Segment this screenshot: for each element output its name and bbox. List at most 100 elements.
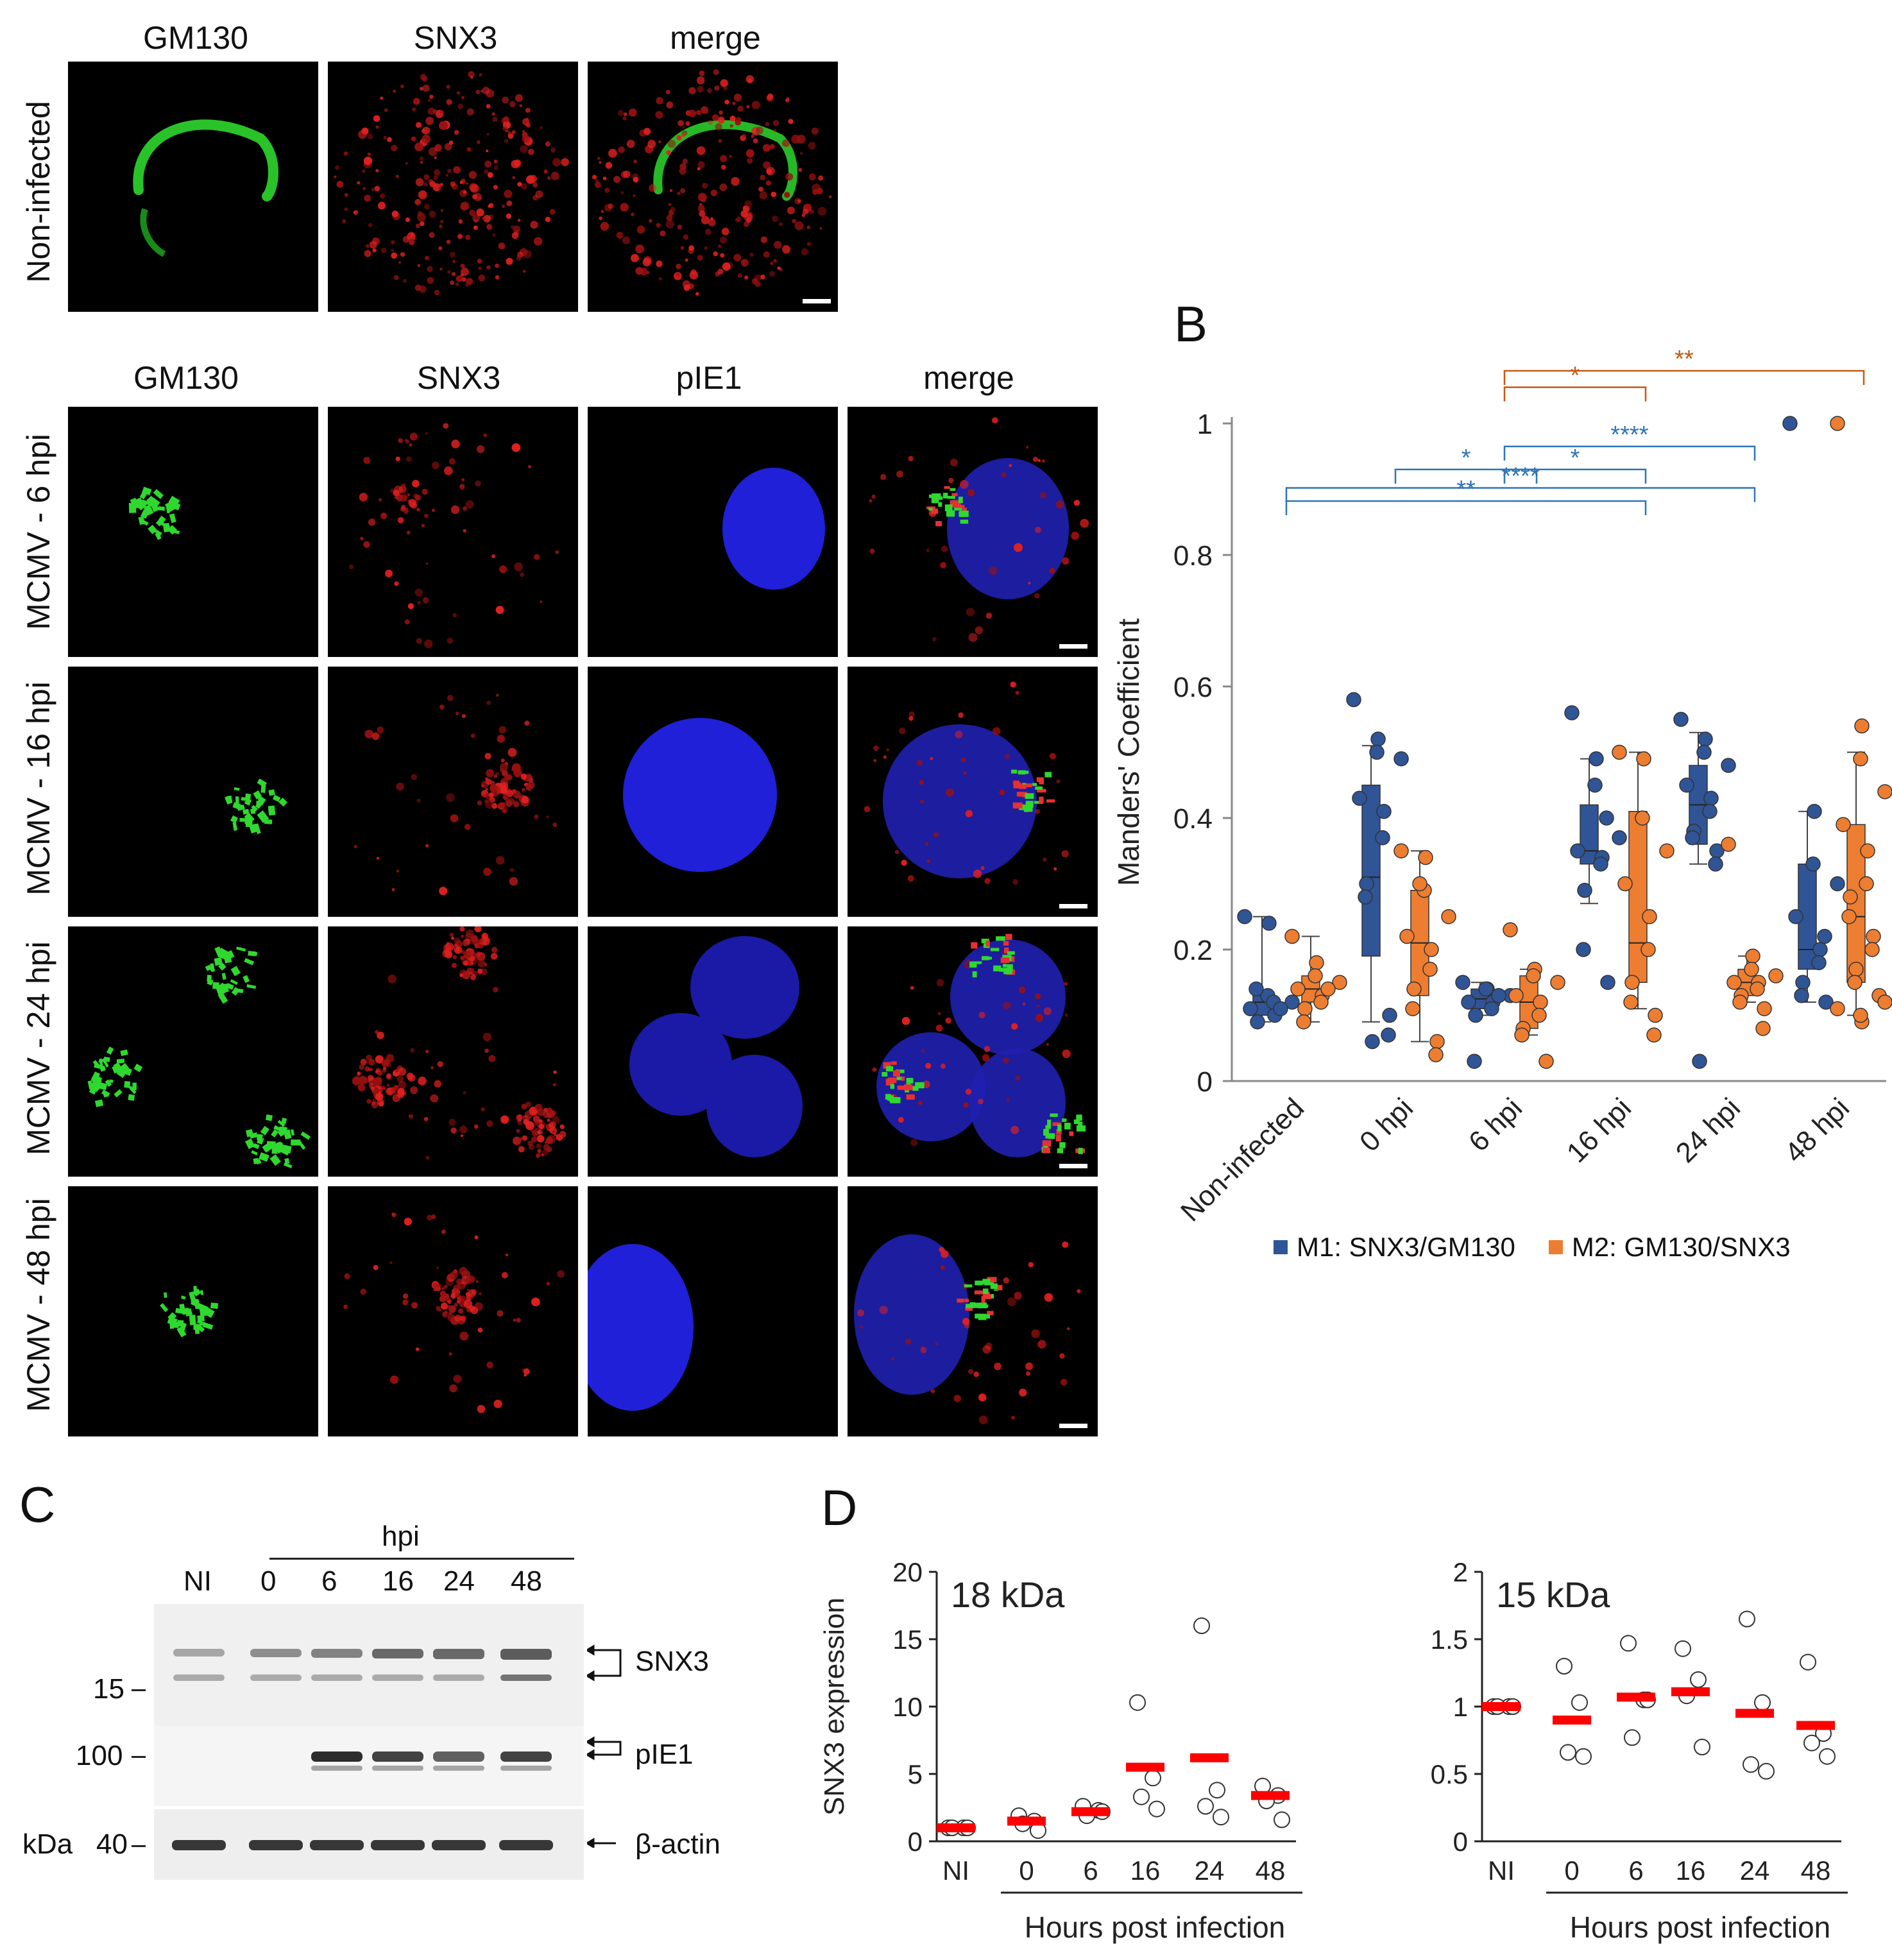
data-point xyxy=(1197,1798,1214,1815)
mean-bar xyxy=(1553,1716,1591,1725)
data-point xyxy=(1526,968,1541,984)
data-point xyxy=(1703,790,1719,806)
data-point xyxy=(1406,981,1422,997)
band xyxy=(173,1649,225,1657)
legend-swatch-m1 xyxy=(1274,1240,1288,1254)
y-axis-label: Manders' Coefficient xyxy=(1112,618,1145,886)
significance-bracket xyxy=(1503,445,1756,461)
blot-pie1 xyxy=(154,1726,584,1806)
data-point xyxy=(1795,975,1811,990)
data-point xyxy=(1744,962,1759,977)
data-point xyxy=(1805,856,1821,872)
header-pie1: pIE1 xyxy=(676,360,742,396)
lane-label: 48 xyxy=(511,1565,542,1597)
data-point xyxy=(1807,804,1822,819)
data-point xyxy=(1708,856,1723,872)
data-point xyxy=(1261,916,1277,931)
data-point xyxy=(1250,1014,1265,1030)
mean-bar xyxy=(1735,1709,1774,1718)
data-point xyxy=(1313,994,1329,1010)
data-point xyxy=(1284,994,1300,1010)
y-tick-label: 5 xyxy=(908,1759,923,1789)
y-tick-label: 1.5 xyxy=(1431,1624,1468,1655)
mean-bar xyxy=(1251,1791,1290,1800)
data-point xyxy=(1393,843,1409,858)
band xyxy=(250,1649,302,1657)
x-tick-label: 24 hpi xyxy=(1670,1092,1746,1168)
data-point xyxy=(1812,942,1828,957)
data-point xyxy=(1399,928,1415,944)
data-point xyxy=(1491,988,1506,1003)
x-axis-label: Hours post infection xyxy=(1025,1911,1286,1944)
band xyxy=(500,1675,552,1681)
y-axis-label: SNX3 expression xyxy=(819,1598,850,1816)
data-point xyxy=(1854,718,1870,734)
data-point xyxy=(1702,804,1717,819)
micrograph-24hpi-snx3 xyxy=(328,926,578,1177)
data-point xyxy=(1209,1782,1225,1799)
micrograph-6hpi-snx3 xyxy=(328,407,578,657)
data-point xyxy=(1721,837,1736,852)
panel-letter-b: B xyxy=(1174,296,1208,352)
data-point xyxy=(1599,810,1614,826)
band xyxy=(371,1840,425,1850)
data-point xyxy=(1819,1748,1836,1765)
data-point xyxy=(1636,751,1651,767)
data-point xyxy=(1685,830,1700,846)
data-point xyxy=(1359,876,1374,892)
scale-bar xyxy=(1059,904,1087,908)
scale-bar xyxy=(1059,1424,1087,1428)
data-point xyxy=(1589,751,1604,767)
data-point xyxy=(1274,1811,1290,1828)
x-tick-label: 0 xyxy=(1564,1855,1579,1886)
x-tick-label: 0 xyxy=(1019,1855,1034,1886)
mean-bar xyxy=(937,1823,975,1832)
y-tick-label: 0.2 xyxy=(1173,935,1213,966)
band-arrows xyxy=(587,1644,622,1848)
y-tick-label: 1 xyxy=(1197,409,1213,440)
y-tick-label: 1 xyxy=(1453,1692,1468,1722)
x-tick-label: 48 xyxy=(1801,1855,1831,1886)
data-point xyxy=(1659,843,1675,858)
data-point xyxy=(1533,994,1548,1010)
data-point xyxy=(1570,843,1585,858)
x-tick-label: 16 xyxy=(1130,1855,1161,1886)
data-point xyxy=(1830,416,1845,431)
data-point xyxy=(1726,975,1742,990)
data-point xyxy=(1369,744,1385,760)
y-tick-label: 0 xyxy=(1453,1827,1468,1857)
data-point xyxy=(1429,1034,1445,1050)
kda-label: kDa xyxy=(22,1828,73,1860)
data-point xyxy=(1612,744,1627,760)
data-point xyxy=(1600,975,1615,990)
legend-m2-label: M2: GM130/SNX3 xyxy=(1571,1232,1791,1262)
data-point xyxy=(1346,692,1361,708)
mean-bar xyxy=(1796,1721,1835,1730)
y-tick-label: 15 xyxy=(892,1624,923,1655)
data-point xyxy=(1309,955,1324,971)
data-point xyxy=(1145,1769,1161,1787)
band xyxy=(433,1675,484,1681)
legend-m1-label: M1: SNX3/GM130 xyxy=(1297,1232,1515,1262)
mean-bar xyxy=(1190,1753,1229,1762)
chart-title: 15 kDa xyxy=(1496,1574,1610,1615)
data-point xyxy=(1877,784,1892,799)
x-tick-label: 48 hpi xyxy=(1779,1092,1855,1168)
data-point xyxy=(1818,994,1834,1010)
data-point xyxy=(1514,1027,1530,1043)
micrograph-16hpi-merge xyxy=(848,667,1098,917)
data-point xyxy=(1641,942,1656,957)
lane-label: 0 xyxy=(260,1565,277,1597)
x-tick-label: 16 xyxy=(1676,1855,1706,1886)
data-point xyxy=(1273,1001,1288,1016)
data-point xyxy=(1757,1001,1772,1016)
hpi-label: hpi xyxy=(382,1521,420,1552)
mw-marker-40: 40 xyxy=(96,1828,128,1860)
data-point xyxy=(1576,942,1591,957)
x-tick-label: Non-infected xyxy=(1175,1092,1310,1227)
x-tick-label: 0 hpi xyxy=(1354,1092,1419,1157)
x-axis-label: Hours post infection xyxy=(1570,1911,1831,1944)
significance-label: * xyxy=(1571,362,1580,389)
data-point xyxy=(1412,876,1428,892)
significance-label: * xyxy=(1571,445,1580,472)
